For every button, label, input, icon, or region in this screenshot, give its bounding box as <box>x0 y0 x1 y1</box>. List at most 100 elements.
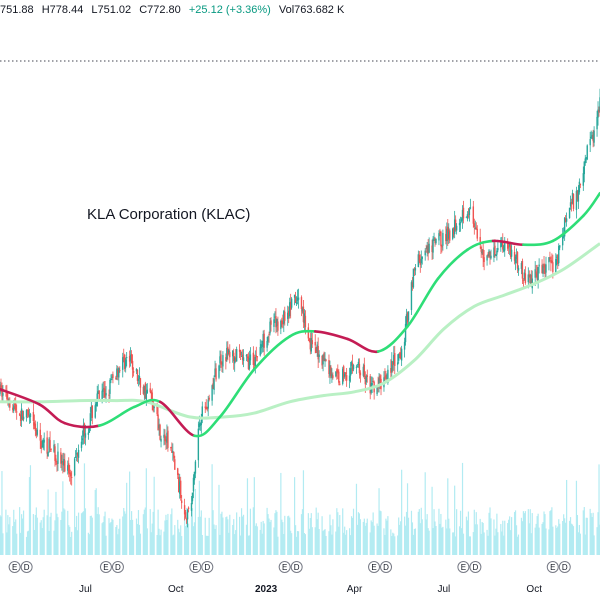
volume-bar <box>578 525 580 555</box>
candle-body <box>442 232 444 246</box>
volume-bar <box>373 525 375 555</box>
volume-bar <box>559 523 561 555</box>
candle-body <box>583 161 585 175</box>
candle-body <box>316 344 318 352</box>
volume-bar <box>596 527 598 555</box>
volume-bar <box>535 523 537 555</box>
volume-bar <box>465 516 468 555</box>
volume-bar <box>346 530 348 555</box>
marker-label: E <box>550 563 555 572</box>
candle-body <box>552 262 554 272</box>
candle-body <box>252 352 255 365</box>
dividend-marker[interactable]: D <box>111 561 124 573</box>
dividend-marker[interactable]: D <box>558 561 571 573</box>
volume-bar <box>156 534 158 555</box>
volume-bar <box>579 533 581 555</box>
candle-body <box>517 267 520 271</box>
volume-bar <box>55 491 57 555</box>
volume-bar <box>153 476 155 555</box>
marker-circle <box>469 561 482 573</box>
candle-body <box>241 354 244 360</box>
volume-bar <box>139 533 142 555</box>
dividend-marker[interactable]: D <box>20 561 33 573</box>
volume-bar <box>420 507 422 555</box>
volume-bar <box>276 511 278 555</box>
volume-bar <box>50 512 52 555</box>
volume-bar <box>421 519 423 555</box>
volume-bar <box>145 468 147 555</box>
candle-body <box>502 241 504 250</box>
candle-body <box>201 406 203 418</box>
volume-bar <box>378 488 380 555</box>
volume-bar <box>301 509 304 555</box>
volume-bar <box>174 525 176 555</box>
volume-bar <box>296 531 299 555</box>
dividend-marker[interactable]: D <box>201 561 214 573</box>
fast-moving-average-segment <box>218 367 256 419</box>
earnings-marker[interactable]: E <box>368 561 381 573</box>
earnings-marker[interactable]: E <box>99 561 112 573</box>
candle-body <box>392 361 394 365</box>
candle-body <box>335 371 337 377</box>
candle-body <box>263 333 265 348</box>
volume-bar <box>171 508 173 555</box>
chart-title: KLA Corporation (KLAC) <box>87 206 251 223</box>
volume-bar <box>584 534 586 555</box>
candle-body <box>579 184 582 186</box>
dividend-marker[interactable]: D <box>290 561 303 573</box>
earnings-marker[interactable]: E <box>8 561 21 573</box>
earnings-marker[interactable]: E <box>457 561 470 573</box>
candle-body <box>300 297 303 310</box>
candle-body <box>211 385 213 401</box>
candle-body <box>221 362 223 365</box>
candle-body <box>420 258 422 264</box>
x-axis: Jul Oct 2023 Apr Jul Oct <box>79 584 542 595</box>
volume-bar <box>173 534 175 555</box>
fast-moving-average-segment <box>133 398 162 409</box>
candle-body <box>462 207 465 219</box>
volume-bar <box>118 528 120 555</box>
dividend-marker[interactable]: D <box>380 561 393 573</box>
dividend-marker[interactable]: D <box>469 561 482 573</box>
candle-body <box>48 438 50 452</box>
volume-bar <box>509 516 511 555</box>
marker-label: D <box>115 563 121 572</box>
earnings-marker[interactable]: E <box>278 561 291 573</box>
candle-body <box>559 245 561 248</box>
volume-bar <box>248 535 251 555</box>
volume-bar <box>19 507 21 555</box>
candle-body <box>537 267 539 282</box>
candle-body <box>81 438 84 441</box>
candle-body <box>314 342 316 346</box>
candle-body <box>318 354 320 358</box>
earnings-marker[interactable]: E <box>189 561 202 573</box>
volume-bar <box>138 524 141 555</box>
volume-bar <box>303 532 306 555</box>
x-tick-label: Apr <box>347 584 363 595</box>
candle-body <box>448 231 450 239</box>
volume-bar <box>538 527 540 555</box>
candle-body <box>324 358 326 362</box>
volume-bar <box>205 535 207 555</box>
volume-bar <box>520 517 523 555</box>
volume-bar <box>27 530 30 555</box>
volume-bar <box>67 510 69 555</box>
marker-circle <box>201 561 214 573</box>
volume-bar <box>380 511 382 555</box>
volume-bar <box>32 514 34 555</box>
candle-body <box>311 340 313 345</box>
volume-bar <box>400 521 402 555</box>
volume-bar <box>589 508 591 555</box>
volume-bar <box>68 525 70 555</box>
earnings-marker[interactable]: E <box>546 561 559 573</box>
candle-body <box>446 228 448 242</box>
volume-bar <box>462 533 465 555</box>
candle-body <box>266 340 268 348</box>
volume-bar <box>81 512 84 555</box>
volume-value: Vol763.682 K <box>278 4 345 16</box>
volume-bar <box>315 507 317 555</box>
candle-body <box>124 359 127 368</box>
candle-body <box>249 354 252 361</box>
